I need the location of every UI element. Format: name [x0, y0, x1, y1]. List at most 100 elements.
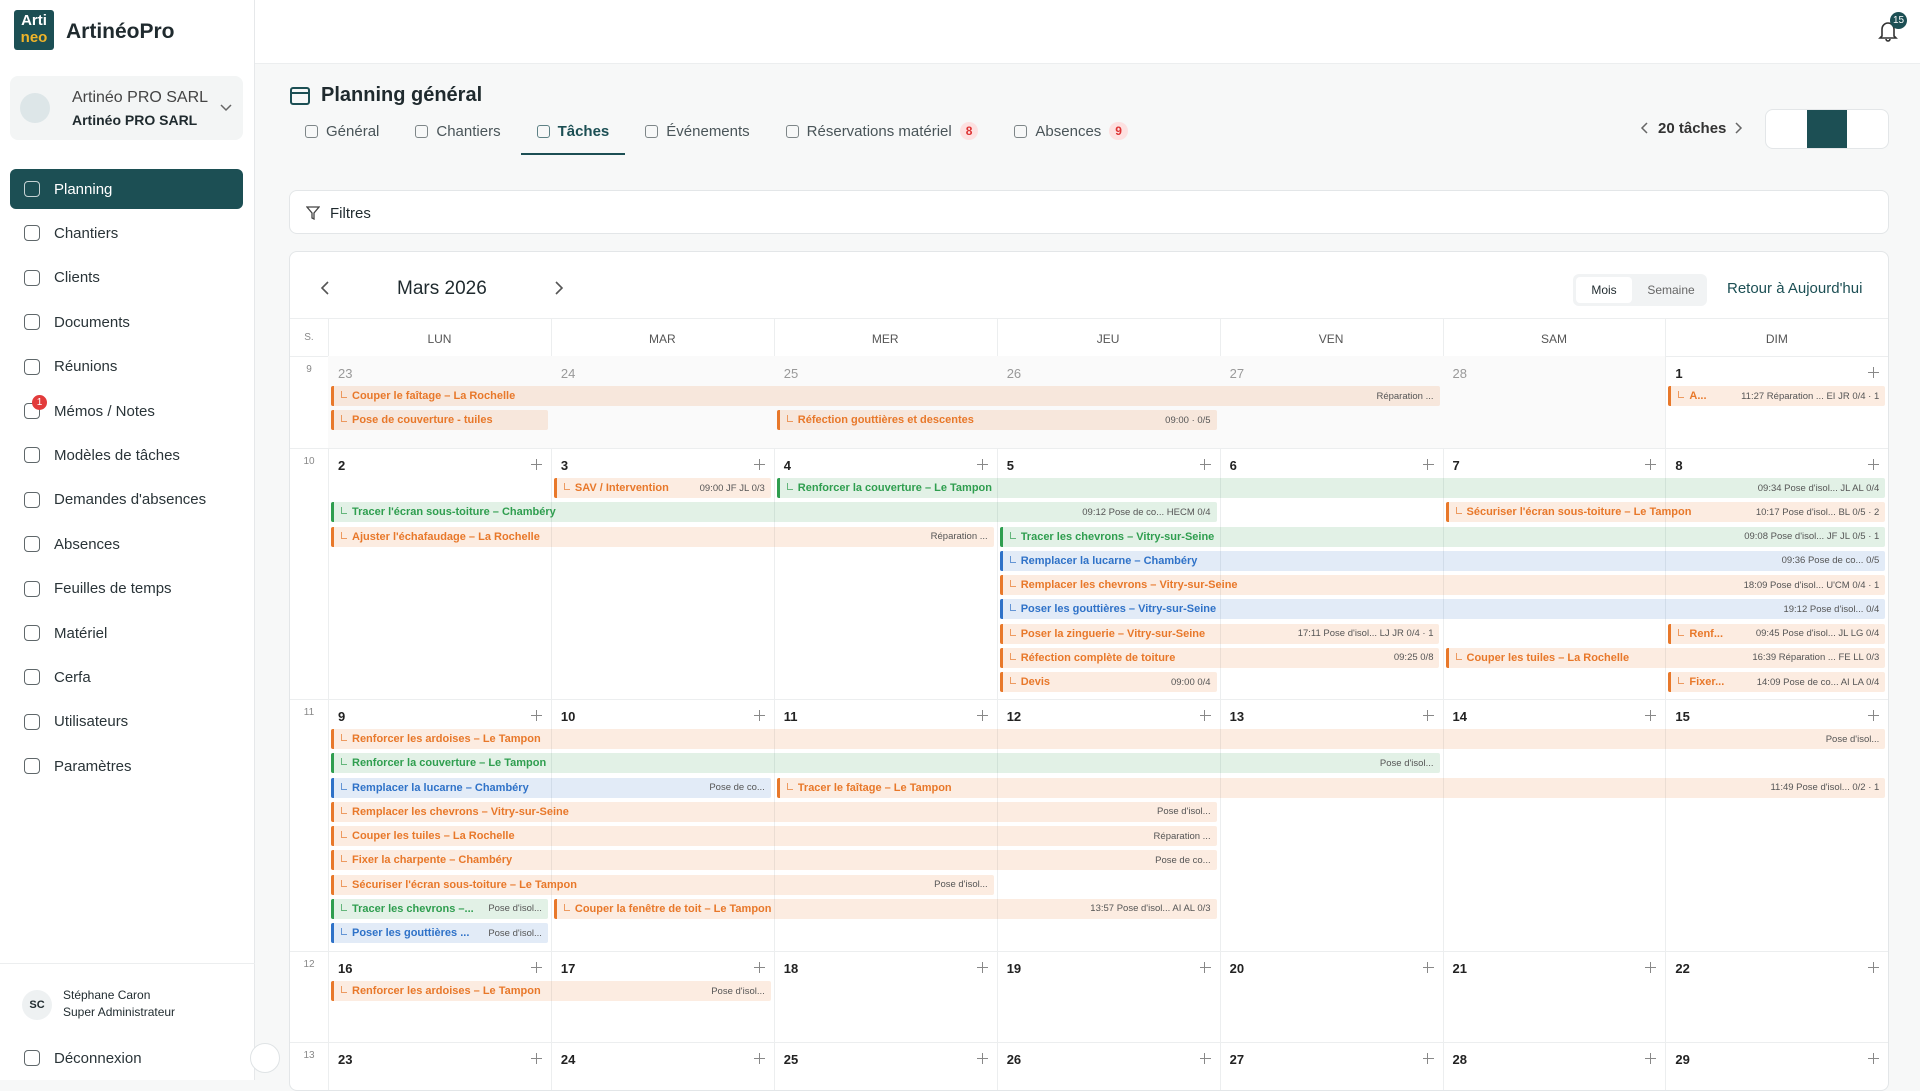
add-task[interactable] — [1199, 962, 1211, 973]
task-meta: Pose d'isol... — [488, 903, 542, 915]
day-number: 2 — [338, 458, 346, 473]
add-task[interactable] — [1422, 962, 1434, 973]
week-view[interactable]: Semaine — [1647, 283, 1695, 297]
add-task[interactable] — [976, 962, 988, 973]
prev[interactable] — [1640, 122, 1650, 134]
task[interactable]: Tracer le faîtage – Le Tampon 11:49 Pose … — [776, 777, 1886, 798]
task[interactable]: Fixer la charpente – Chambéry Pose de co.… — [331, 850, 1217, 871]
add-task[interactable] — [1868, 459, 1880, 470]
add-task[interactable] — [1868, 710, 1880, 721]
tab[interactable]: Tâches — [520, 111, 625, 155]
add-task[interactable] — [753, 459, 765, 470]
task[interactable]: Couper la fenêtre de toit – Le Tampon 13:… — [553, 898, 1217, 919]
task[interactable]: Remplacer la lucarne – Chambéry Pose de c… — [331, 777, 771, 798]
task[interactable]: Poser les gouttières ... Pose d'isol... — [331, 923, 548, 943]
task[interactable]: Couper les tuiles – La Rochelle Réparatio… — [331, 826, 1217, 846]
list-view[interactable] — [1847, 110, 1888, 148]
today-button[interactable]: Retour à Aujourd'hui — [1727, 280, 1863, 297]
task[interactable]: Poser la zinguerie – Vitry-sur-Seine 17:1… — [999, 623, 1440, 644]
nav-item[interactable]: Chantiers — [10, 213, 243, 253]
task[interactable]: Remplacer la lucarne – Chambéry 09:36 Pos… — [999, 550, 1886, 571]
add-task[interactable] — [976, 1053, 988, 1064]
nav-item[interactable]: Cerfa — [10, 657, 243, 697]
company-selector[interactable]: Artinéo PRO SARL Artinéo PRO SARL — [10, 76, 243, 140]
add-task[interactable] — [1422, 1053, 1434, 1064]
gantt-view[interactable] — [1766, 110, 1807, 148]
task[interactable]: Devis 09:00 0/4 — [999, 672, 1217, 692]
add-task[interactable] — [1645, 962, 1657, 973]
task[interactable]: Tracer les chevrons – Vitry-sur-Seine 09:… — [999, 526, 1886, 547]
add-task[interactable] — [1645, 710, 1657, 721]
add-task[interactable] — [1645, 1053, 1657, 1064]
month-view[interactable]: Mois — [1576, 277, 1632, 303]
nav-item[interactable]: Planning — [10, 169, 243, 209]
calendar-view[interactable] — [1806, 110, 1848, 148]
add-task[interactable] — [530, 459, 542, 470]
add-task[interactable] — [1422, 710, 1434, 721]
nav-item[interactable]: 1 Mémos / Notes — [10, 391, 243, 431]
task[interactable]: Renforcer la couverture – Le Tampon 09:34… — [776, 478, 1886, 498]
task[interactable]: Couper le faîtage – La Rochelle Réparatio… — [331, 386, 1440, 406]
task[interactable]: Sécuriser l'écran sous-toiture – Le Tamp… — [331, 874, 994, 895]
tab[interactable]: Événements — [645, 111, 750, 151]
task[interactable]: Remplacer les chevrons – Vitry-sur-Seine… — [331, 801, 1217, 822]
add-task[interactable] — [1199, 1053, 1211, 1064]
add-task[interactable] — [530, 962, 542, 973]
filters[interactable]: Filtres — [289, 190, 1889, 234]
next[interactable] — [1733, 122, 1743, 134]
task[interactable]: Renforcer la couverture – Le Tampon Pose … — [331, 753, 1440, 774]
nav-item[interactable]: Absences — [10, 524, 243, 564]
add-task[interactable] — [1199, 459, 1211, 470]
nav-item[interactable]: Utilisateurs — [10, 702, 243, 742]
task[interactable]: Sécuriser l'écran sous-toiture – Le Tamp… — [1445, 502, 1886, 523]
hook — [1678, 677, 1685, 684]
nav-item[interactable]: Feuilles de temps — [10, 569, 243, 609]
nav-item[interactable]: Clients — [10, 258, 243, 298]
nav-item[interactable]: Matériel — [10, 613, 243, 653]
tab[interactable]: Réservations matériel 8 — [785, 111, 979, 151]
task[interactable]: SAV / Intervention 09:00 JF JL 0/3 — [553, 478, 771, 498]
icon — [24, 536, 40, 553]
task[interactable]: A... 11:27 Réparation ... EI JR 0/4 · 1 — [1668, 386, 1886, 406]
nav-item[interactable]: Paramètres — [10, 746, 243, 786]
nav-item[interactable]: Modèles de tâches — [10, 435, 243, 475]
add-task[interactable] — [1199, 710, 1211, 721]
add-task[interactable] — [753, 962, 765, 973]
add-task[interactable] — [1645, 459, 1657, 470]
add-task[interactable] — [1868, 1053, 1880, 1064]
month-nav[interactable] — [320, 281, 330, 295]
add-task[interactable] — [530, 710, 542, 721]
nav-item[interactable]: Réunions — [10, 347, 243, 387]
task[interactable]: Tracer les chevrons –... Pose d'isol... — [331, 898, 548, 919]
add-task[interactable] — [753, 710, 765, 721]
task[interactable]: Réfection gouttières et descentes 09:00 ·… — [776, 410, 1217, 431]
month-nav[interactable] — [554, 281, 564, 295]
tab[interactable]: Absences 9 — [1014, 111, 1128, 151]
task[interactable]: Renforcer les ardoises – Le Tampon Pose d… — [331, 729, 1886, 749]
task[interactable]: Fixer... 14:09 Pose de co... AI LA 0/4 — [1668, 672, 1886, 692]
add-task[interactable] — [976, 710, 988, 721]
tab[interactable]: Chantiers — [415, 111, 501, 151]
task[interactable]: Couper les tuiles – La Rochelle 16:39 Rép… — [1445, 647, 1886, 668]
add-task[interactable] — [530, 1053, 542, 1064]
nav-item[interactable]: Demandes d'absences — [10, 480, 243, 520]
task[interactable]: Renf... 09:45 Pose d'isol... JL LG 0/4 — [1668, 623, 1886, 644]
logout[interactable]: Déconnexion — [10, 1038, 243, 1078]
add-task[interactable] — [1422, 459, 1434, 470]
task[interactable]: Poser les gouttières – Vitry-sur-Seine 19… — [999, 599, 1886, 620]
tab[interactable]: Général — [305, 111, 379, 151]
task[interactable]: Ajuster l'échafaudage – La Rochelle Répar… — [331, 526, 994, 547]
task[interactable]: Tracer l'écran sous-toiture – Chambéry 09… — [331, 502, 1217, 523]
task-meta: 09:25 0/8 — [1393, 652, 1434, 664]
add-task[interactable] — [976, 459, 988, 470]
task[interactable]: Réfection complète de toiture 09:25 0/8 — [999, 647, 1440, 668]
task[interactable]: Renforcer les ardoises – Le Tampon Pose d… — [331, 981, 771, 1001]
collapse-button[interactable] — [250, 1043, 280, 1073]
task[interactable]: Pose de couverture - tuiles — [331, 410, 548, 431]
task[interactable]: Remplacer les chevrons – Vitry-sur-Seine… — [999, 575, 1886, 595]
nav-item[interactable]: Documents — [10, 302, 243, 342]
add-task[interactable] — [753, 1053, 765, 1064]
add-task[interactable] — [1868, 962, 1880, 973]
add-task[interactable] — [1868, 367, 1880, 378]
hook — [341, 831, 347, 838]
